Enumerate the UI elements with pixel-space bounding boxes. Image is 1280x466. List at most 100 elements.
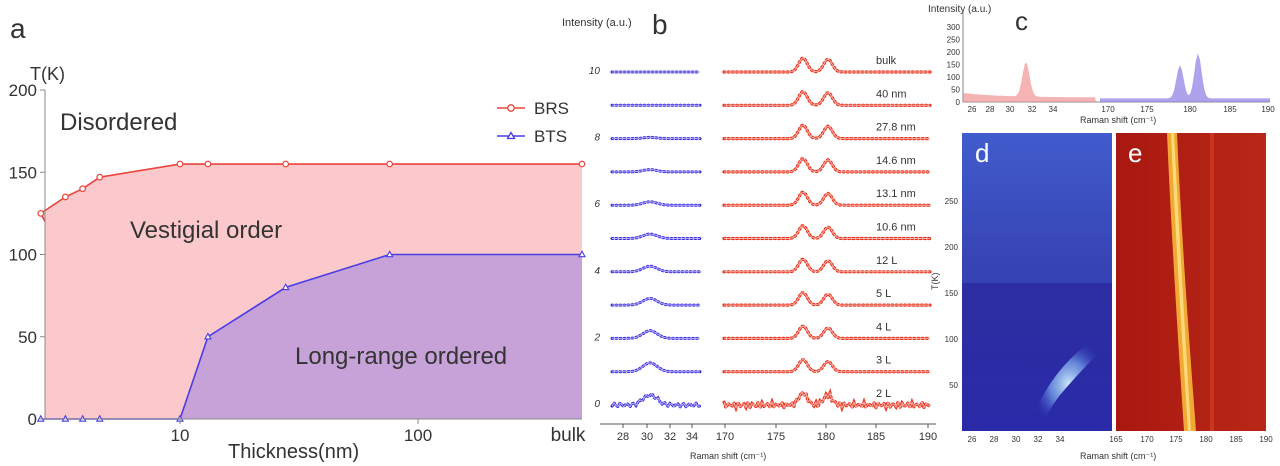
- panel-a-ytick-label: 200: [9, 81, 37, 100]
- panel-e-xtick-label: 170: [1140, 435, 1154, 444]
- panel-d-ytick-label: 250: [945, 197, 959, 206]
- panel-c-ytick-label: 100: [947, 73, 961, 82]
- panel-d-ytick-label: 150: [945, 289, 959, 298]
- panel-b-trace-label: 12 L: [876, 255, 897, 267]
- panel-b-left-trace: [610, 264, 702, 274]
- panel-c-xtick-label: 30: [1006, 105, 1015, 114]
- brs-point: [37, 209, 45, 217]
- brs-point: [578, 160, 586, 168]
- panel-b-right-trace-open: [724, 191, 930, 206]
- panel-b-right-trace-open: [723, 391, 931, 410]
- legend-label-brs: BRS: [534, 99, 569, 118]
- brs-point: [176, 160, 184, 168]
- region-long-range: Long-range ordered: [295, 343, 507, 370]
- panel-d-xtick-label: 26: [968, 435, 977, 444]
- panel-d-xtick-label: 34: [1056, 435, 1065, 444]
- panel-d-ylabel: T(K): [930, 273, 940, 291]
- panel-b-trace-label: 4 L: [876, 321, 891, 333]
- panel-d-ytick-label: 50: [949, 381, 958, 390]
- panel-b-left-trace-open: [612, 169, 700, 173]
- legend-label-bts: BTS: [534, 127, 567, 146]
- panel-d: d T(K) 50 100 150 200 250 26 28 30 32 34: [930, 133, 1112, 444]
- panel-b-left-trace: [610, 329, 702, 340]
- panel-b-xlabel: Raman shift (cm⁻¹): [690, 451, 766, 461]
- bts-area: [40, 254, 582, 419]
- panel-b-xtick-label: 28: [617, 431, 629, 443]
- bts-point: [578, 250, 586, 258]
- panel-e-ticks: 165 170 175 180 185 190: [1109, 435, 1273, 444]
- panel-b-trace-label: 5 L: [876, 288, 891, 300]
- panel-d-ytick-label: 200: [945, 243, 959, 252]
- panel-c-xtick-label: 34: [1049, 105, 1058, 114]
- panel-d-xtick-label: 32: [1034, 435, 1043, 444]
- panel-b-ytick-label: 4: [594, 266, 600, 277]
- panel-d-ticks: 50 100 150 200 250 26 28 30 32 34: [945, 197, 1065, 444]
- heatmap-d-upper: [962, 133, 1112, 283]
- panel-c-xlabel: Raman shift (cm⁻¹): [1080, 115, 1156, 125]
- panel-c-xtick-label: 185: [1223, 105, 1237, 114]
- panel-d-ytick-label: 100: [945, 335, 959, 344]
- panel-a-xtick-label: 100: [404, 426, 432, 445]
- panel-b-trace-label: 14.6 nm: [876, 155, 916, 167]
- heatmap-e-side: [1210, 133, 1214, 431]
- panel-c-right-area: [1100, 53, 1270, 102]
- heatmap-e-peak-core: [1171, 133, 1191, 431]
- panel-c-ytick-label: 200: [947, 48, 961, 57]
- panel-a-yticks: 0 50 100 150 200: [9, 81, 45, 429]
- panel-b-right-trace-open: [724, 292, 930, 306]
- panel-b-right-trace-open: [724, 91, 930, 106]
- panel-b-ytick-label: 6: [594, 199, 600, 210]
- panel-b-xtick-label: 34: [686, 431, 698, 443]
- panel-a-xticks: 10 100 bulk: [171, 419, 586, 446]
- panel-b-right-traces: [722, 56, 932, 413]
- panel-a-xtick-label: 10: [171, 426, 190, 445]
- panel-d-letter: d: [975, 138, 989, 168]
- brs-line: [39, 163, 582, 222]
- panel-b-letter: b: [652, 9, 668, 40]
- panel-b-ytick-label: 2: [593, 332, 600, 343]
- panel-b-right-trace-open: [724, 158, 930, 173]
- panel-b-xtick-label: 190: [919, 431, 937, 443]
- panel-c-ytick-label: 300: [947, 23, 961, 32]
- panel-b-trace-label: bulk: [876, 55, 897, 67]
- panel-c-letter: c: [1015, 6, 1028, 36]
- panel-b-trace-label: 2 L: [876, 388, 891, 400]
- panel-c-plot: 0 50 100 150 200 250 300 26 28 30 32 34 170 175 180 185…: [947, 12, 1275, 114]
- panel-b-left-trace-open: [612, 297, 700, 306]
- panel-a-ytick-label: 150: [9, 163, 37, 182]
- panel-e-xtick-label: 180: [1199, 435, 1213, 444]
- panel-b-right-trace-open: [724, 258, 930, 273]
- panel-b-left-traces: [610, 70, 702, 410]
- panel-b-left-trace-open: [612, 330, 700, 339]
- panel-b-ylabel: Intensity (a.u.): [562, 17, 632, 29]
- panel-a-letter: a: [10, 13, 26, 44]
- panel-b-ytick-label: 10: [589, 66, 601, 77]
- panel-b-xtick-label: 175: [767, 431, 785, 443]
- panel-d-xtick-label: 30: [1012, 435, 1021, 444]
- panel-b-left-trace: [610, 232, 702, 240]
- legend: BRS BTS: [497, 99, 569, 146]
- panel-e: e 165 170 175 180 185 190 Raman shift (cm⁻¹): [1080, 133, 1273, 461]
- brs-point: [79, 185, 87, 193]
- panel-e-xtick-label: 185: [1229, 435, 1243, 444]
- panel-b-trace-label: 3 L: [876, 355, 891, 367]
- panel-e-xlabel: Raman shift (cm⁻¹): [1080, 451, 1156, 461]
- panel-a: a T(K) 0 50 100 150 200 10 100 bulk Thickness(…: [9, 13, 586, 463]
- panel-b-left-trace-open: [612, 201, 700, 206]
- panel-b-xticks: 28 30 32 34 170 175 180 185 190: [617, 424, 937, 443]
- brs-point: [62, 193, 69, 201]
- bts-point: [203, 332, 212, 340]
- panel-d-xtick-label: 28: [990, 435, 999, 444]
- panel-b-trace-label: 40 nm: [876, 88, 907, 100]
- panel-b-xtick-label: 32: [664, 431, 676, 443]
- panel-c: Intensity (a.u.) c 0 50 100 150 200 250 300 26 2…: [928, 4, 1275, 125]
- panel-a-ytick-label: 50: [18, 328, 37, 347]
- panel-b-xtick-label: 185: [867, 431, 885, 443]
- panel-b-left-trace-open: [611, 392, 700, 408]
- panel-c-ytick-label: 0: [956, 98, 961, 107]
- panel-b-left-trace-open: [612, 362, 700, 373]
- panel-b-right-trace-open: [724, 124, 930, 140]
- panel-b-xtick-label: 170: [716, 431, 734, 443]
- heatmap-d-bg: [962, 133, 1112, 431]
- panel-b-left-trace-open: [612, 233, 700, 239]
